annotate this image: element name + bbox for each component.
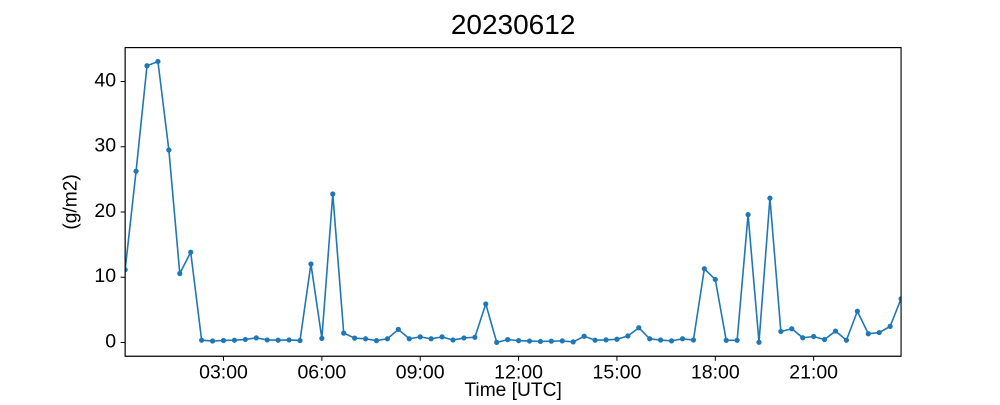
svg-text:20230612: 20230612 (451, 9, 576, 40)
svg-text:21:00: 21:00 (789, 361, 838, 383)
svg-text:10: 10 (94, 265, 116, 287)
svg-text:0: 0 (105, 330, 116, 352)
svg-text:20: 20 (94, 200, 116, 222)
svg-text:06:00: 06:00 (297, 361, 346, 383)
svg-text:15:00: 15:00 (593, 361, 642, 383)
svg-text:(g/m2): (g/m2) (61, 174, 82, 229)
svg-text:03:00: 03:00 (199, 361, 248, 383)
svg-text:Time [UTC]: Time [UTC] (464, 380, 561, 400)
svg-text:30: 30 (94, 135, 116, 157)
svg-text:18:00: 18:00 (691, 361, 740, 383)
svg-text:09:00: 09:00 (396, 361, 445, 383)
svg-text:40: 40 (94, 69, 116, 91)
